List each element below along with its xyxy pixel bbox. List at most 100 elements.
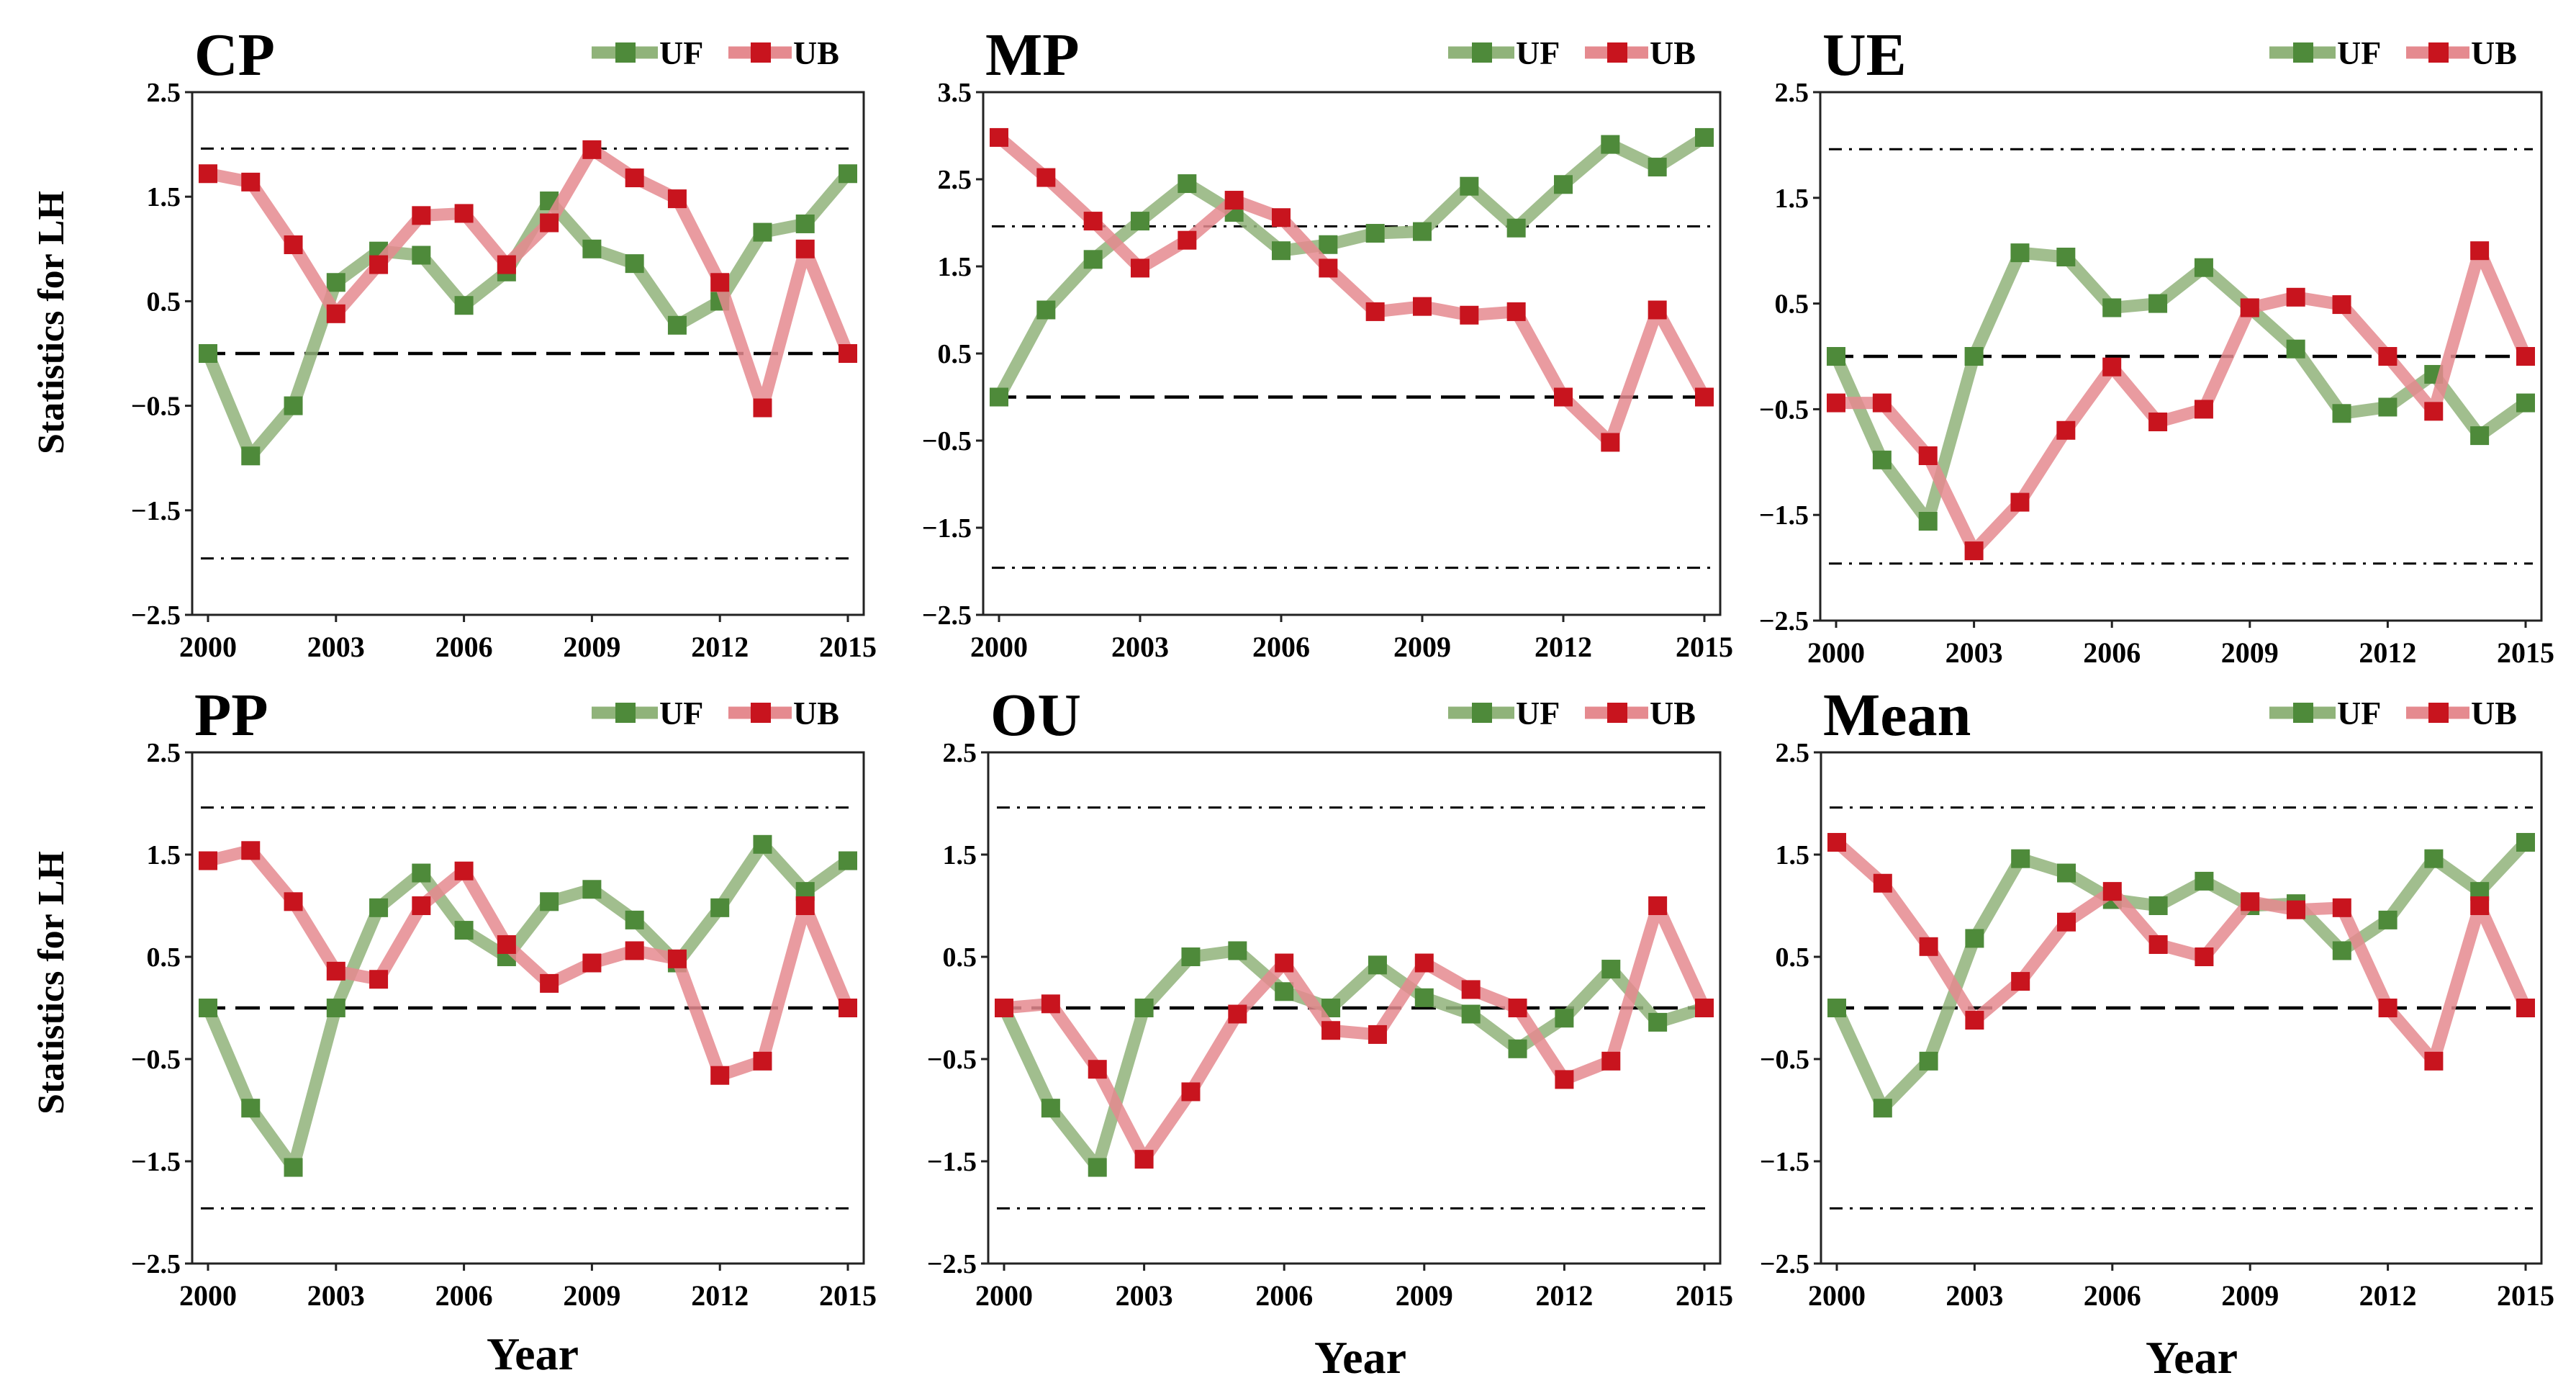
legend: UF UB: [2269, 695, 2517, 731]
x-tick-label: 2015: [1676, 631, 1733, 663]
data-point-ub: [2148, 935, 2168, 954]
data-point-ub: [1365, 302, 1385, 321]
data-point-uf: [1648, 158, 1667, 177]
y-axis-label-top: Statistics for LH: [31, 191, 72, 454]
legend-label-uf: UF: [659, 695, 703, 731]
data-point-ub: [2332, 295, 2351, 315]
data-point-uf: [2378, 397, 2398, 417]
data-point-uf: [2102, 298, 2122, 318]
legend-label-uf: UF: [2337, 695, 2381, 731]
plot-frame: [987, 751, 1722, 1265]
y-tick-label: −1.5: [922, 513, 972, 544]
data-point-ub: [1601, 433, 1620, 452]
series-line-ub: [1003, 899, 1710, 1166]
y-tick-label: −0.5: [131, 1045, 181, 1075]
data-point-ub: [1319, 258, 1338, 278]
data-point-uf: [1319, 235, 1338, 254]
data-point-uf: [2195, 871, 2214, 891]
series-line-ub: [1836, 244, 2531, 557]
data-point-uf: [1365, 224, 1385, 243]
x-tick-label: 2012: [691, 631, 749, 663]
x-tick-label: 2000: [975, 1279, 1033, 1312]
data-point-uf: [1036, 300, 1056, 320]
data-point-uf: [1827, 999, 1846, 1017]
x-tick-label: 2000: [179, 1279, 237, 1312]
data-point-uf: [1178, 174, 1197, 194]
data-point-ub: [326, 961, 345, 981]
data-point-uf: [241, 446, 261, 466]
y-tick-label: 1.5: [147, 840, 181, 870]
data-point-uf: [1272, 241, 1291, 261]
data-point-ub: [1224, 191, 1244, 210]
data-point-uf: [199, 999, 217, 1017]
data-point-ub: [2378, 999, 2398, 1017]
data-point-ub: [1036, 168, 1056, 187]
data-point-uf: [284, 396, 303, 415]
x-tick-label: 2003: [1116, 1279, 1173, 1312]
x-tick-label: 2015: [2497, 1279, 2554, 1312]
data-point-uf: [1873, 1099, 1892, 1118]
data-point-uf: [412, 863, 431, 883]
data-point-uf: [540, 892, 559, 911]
y-tick-label: 0.5: [1776, 942, 1810, 973]
data-point-uf: [1919, 1051, 1938, 1071]
data-point-uf: [582, 239, 602, 258]
data-point-ub: [454, 204, 474, 223]
data-point-uf: [990, 387, 1008, 407]
data-point-ub: [284, 892, 303, 911]
data-point-ub: [625, 168, 644, 188]
x-tick-label: 2006: [2083, 636, 2141, 669]
data-point-ub: [1275, 953, 1294, 973]
data-point-uf: [1964, 347, 1984, 366]
x-tick-label: 2000: [970, 631, 1028, 663]
y-axis-label-bottom: Statistics for LH: [31, 851, 72, 1114]
y-tick-label: −2.5: [131, 600, 181, 631]
data-point-uf: [2011, 849, 2030, 868]
legend-label-uf: UF: [1516, 695, 1560, 731]
data-point-ub: [2286, 287, 2305, 307]
y-tick-label: −0.5: [1760, 1045, 1809, 1075]
data-point-ub: [1228, 1004, 1247, 1024]
data-point-uf: [2332, 404, 2351, 423]
data-point-ub: [1827, 393, 1845, 413]
data-point-ub: [1041, 994, 1060, 1014]
data-point-ub: [839, 999, 857, 1017]
data-point-uf: [667, 315, 687, 335]
x-tick-label: 2009: [2221, 636, 2279, 669]
data-point-uf: [839, 164, 857, 184]
data-point-ub: [1827, 832, 1846, 852]
y-tick-label: 1.5: [938, 252, 972, 282]
legend-marker-uf: [615, 42, 636, 63]
data-point-ub: [2378, 347, 2398, 366]
data-point-uf: [2286, 339, 2305, 359]
data-point-uf: [1368, 955, 1387, 975]
data-point-ub: [369, 255, 389, 274]
y-tick-label: 2.5: [938, 165, 972, 195]
data-point-uf: [326, 273, 345, 292]
data-point-uf: [2194, 258, 2213, 277]
data-point-uf: [1460, 176, 1479, 196]
x-tick-label: 2006: [1252, 631, 1310, 663]
data-point-ub: [2057, 912, 2076, 932]
data-point-uf: [1601, 135, 1620, 154]
data-point-ub: [1872, 393, 1892, 413]
y-tick-label: −0.5: [927, 1045, 977, 1075]
legend-label-ub: UB: [2471, 695, 2517, 731]
x-tick-label: 2003: [1945, 1279, 2003, 1312]
y-tick-label: −2.5: [1760, 1249, 1809, 1279]
x-tick-label: 2012: [2359, 636, 2416, 669]
data-point-ub: [2424, 402, 2444, 421]
legend-marker-uf: [1472, 703, 1492, 723]
data-point-uf: [1554, 175, 1573, 194]
data-point-ub: [540, 213, 559, 233]
data-point-uf: [369, 898, 389, 917]
data-point-uf: [710, 898, 730, 917]
x-tick-label: 2015: [819, 1279, 877, 1312]
y-tick-label: −2.5: [131, 1249, 181, 1279]
data-point-ub: [540, 973, 559, 993]
data-point-ub: [1088, 1060, 1107, 1079]
legend-label-ub: UB: [793, 35, 839, 71]
